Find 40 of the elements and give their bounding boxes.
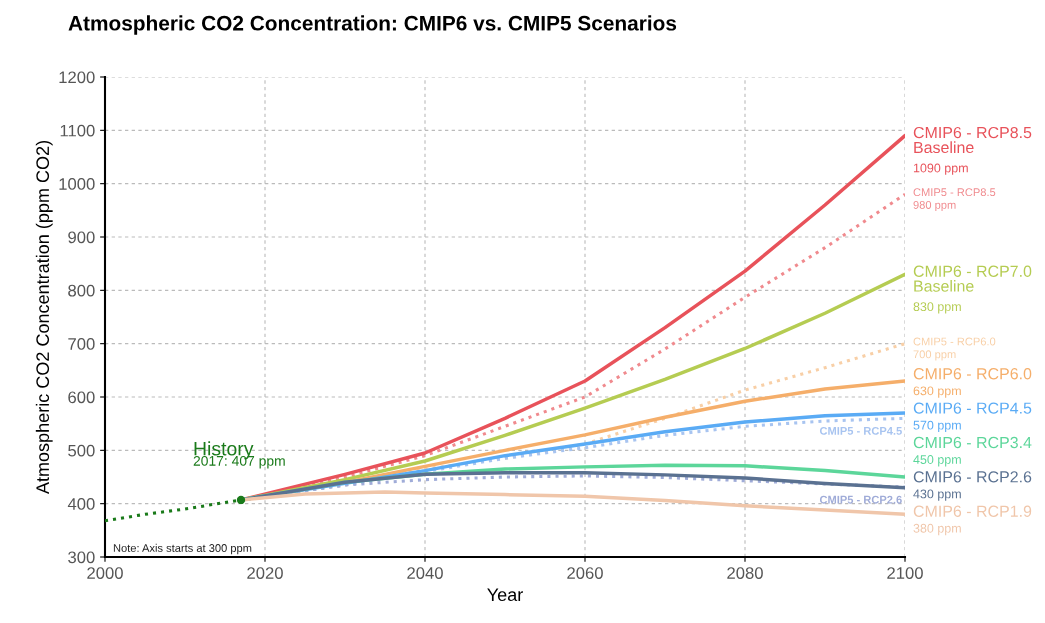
series-label: CMIP6 - RCP3.4 bbox=[913, 436, 1032, 449]
x-tick-label: 2040 bbox=[407, 567, 443, 579]
y-axis-title: Atmospheric CO2 Concentration (ppm CO2) bbox=[35, 141, 53, 495]
x-tick-label: 2000 bbox=[87, 567, 123, 579]
series-label: CMIP5 - RCP6.0 bbox=[913, 337, 996, 346]
y-tick-label: 500 bbox=[68, 444, 95, 457]
series-label: CMIP6 - RCP6.0 bbox=[913, 368, 1032, 380]
data-label: 450 ppm bbox=[913, 455, 961, 467]
y-tick-label: 900 bbox=[68, 231, 95, 244]
series-label: CMIP6 - RCP1.9 bbox=[913, 505, 1032, 517]
data-label: 700 ppm bbox=[913, 350, 956, 361]
y-tick-label: 700 bbox=[68, 338, 95, 350]
series-label: CMIP5 - RCP2.6 bbox=[819, 495, 902, 504]
series-label: CMIP5 - RCP8.5 bbox=[913, 188, 996, 197]
x-tick-label: 2060 bbox=[567, 567, 603, 579]
annotation: Note: Axis starts at 300 ppm bbox=[113, 543, 252, 555]
y-tick-label: 1100 bbox=[60, 124, 95, 137]
y-tick-label: 400 bbox=[67, 498, 95, 510]
y-tick-label: 1000 bbox=[59, 178, 95, 190]
data-label: 980 ppm bbox=[913, 201, 956, 212]
x-axis-title: Year bbox=[487, 588, 523, 602]
data-label: 630 ppm bbox=[913, 386, 961, 398]
series-label: CMIP6 - RCP8.5 Baseline bbox=[913, 126, 1032, 154]
y-tick-label: 300 bbox=[68, 551, 95, 564]
data-label: 380 ppm bbox=[913, 523, 961, 536]
data-label: 430 ppm bbox=[913, 489, 961, 501]
chart-title: Atmospheric CO2 Concentration: CMIP6 vs. CMIP5 Scenarios bbox=[68, 15, 677, 35]
series-label: CMIP5 - RCP4.5 bbox=[819, 426, 902, 435]
data-label: 570 ppm bbox=[913, 420, 961, 433]
x-tick-label: 2100 bbox=[887, 567, 923, 579]
y-tick-label: 800 bbox=[68, 284, 95, 297]
series-label: CMIP6 - RCP4.5 bbox=[913, 402, 1032, 414]
x-tick-label: 2080 bbox=[727, 567, 763, 579]
data-label: 1090 ppm bbox=[913, 163, 968, 175]
series-label: CMIP6 - RCP2.6 bbox=[913, 471, 1032, 483]
series-label: CMIP6 - RCP7.0 Baseline bbox=[913, 265, 1032, 292]
y-tick-label: 1200 bbox=[59, 71, 95, 84]
data-label: 830 ppm bbox=[913, 302, 961, 314]
y-tick-label: 600 bbox=[68, 391, 95, 404]
x-tick-label: 2020 bbox=[247, 567, 283, 579]
